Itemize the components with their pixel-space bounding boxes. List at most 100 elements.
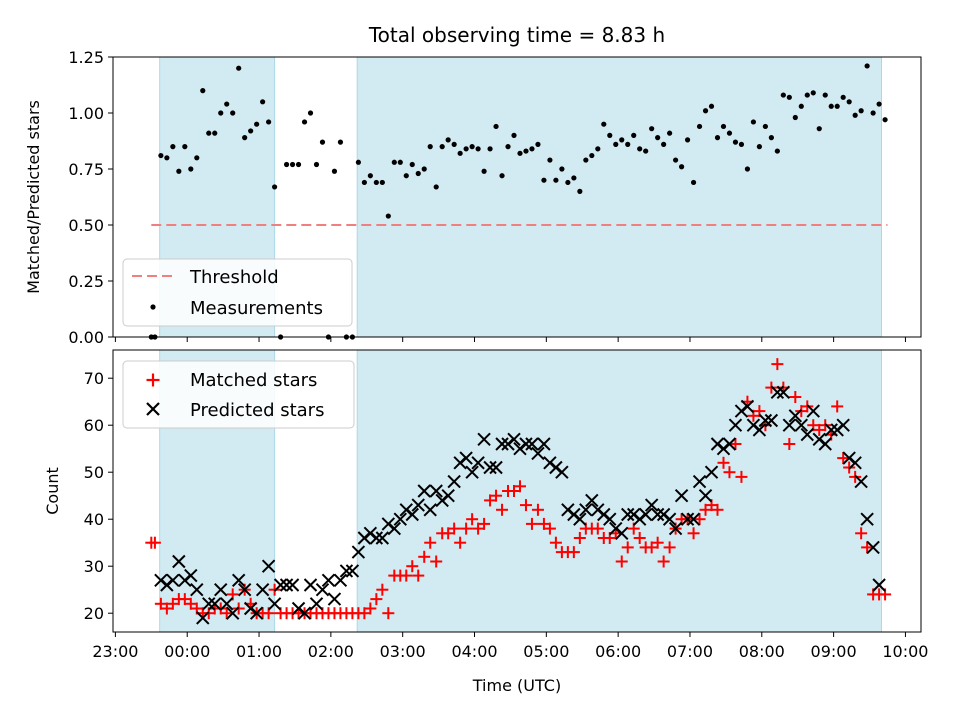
predicted-star-point-b <box>668 521 683 536</box>
x-tick-label: 23:00 <box>92 642 138 661</box>
measurement-point <box>840 94 846 100</box>
predicted-star-point-b <box>459 451 473 465</box>
measurement-point <box>559 166 565 172</box>
measurement-point <box>421 166 427 172</box>
measurement-point <box>547 157 553 163</box>
predicted-star-point-b <box>220 597 234 611</box>
measurement-point <box>254 121 260 127</box>
predicted-star-point <box>818 437 832 451</box>
predicted-star-point <box>202 597 216 611</box>
predicted-star-point <box>447 474 461 489</box>
measurement-point <box>798 103 804 109</box>
matched-star-point <box>663 541 676 554</box>
measurement-point <box>762 123 768 130</box>
measurement-point <box>439 144 445 150</box>
measurement-point <box>732 139 739 145</box>
predicted-star-point-b <box>333 573 348 588</box>
matched-star-point <box>412 569 425 582</box>
predicted-star-point-b <box>806 404 820 418</box>
predicted-star-point <box>411 498 425 512</box>
matched-star-point <box>382 607 395 620</box>
matched-star-point <box>621 541 634 554</box>
measurement-point <box>876 101 882 107</box>
predicted-star-point <box>441 488 455 503</box>
measurement-point <box>738 141 745 147</box>
predicted-star-point <box>728 418 743 432</box>
predicted-star-point <box>770 385 785 400</box>
predicted-star-point <box>255 582 270 597</box>
measurement-point <box>792 114 798 121</box>
predicted-star-point <box>345 564 360 578</box>
predicted-star-point <box>824 423 838 437</box>
matched-star-point <box>615 555 628 568</box>
predicted-star-point <box>417 484 431 498</box>
predicted-star-point <box>196 611 210 625</box>
measurement-point <box>194 155 200 161</box>
predicted-star-point-b <box>573 512 587 526</box>
predicted-star-point <box>650 507 665 522</box>
predicted-star-point <box>303 578 318 592</box>
predicted-star-point-b <box>704 465 719 479</box>
matched-star-point <box>519 499 532 512</box>
measurement-point <box>499 173 505 179</box>
predicted-star-point-b <box>644 498 659 512</box>
legend-matched-swatch <box>146 373 160 387</box>
measurement-point <box>565 179 571 186</box>
matched-star-point <box>855 527 868 540</box>
measurement-point <box>643 148 649 154</box>
predicted-star-point-b <box>369 531 384 545</box>
predicted-star-point <box>621 507 635 522</box>
predicted-star-point-b <box>854 474 868 489</box>
measurement-point <box>619 137 625 143</box>
ratio-y-ticks: 0.00 0.25 0.50 0.75 1.00 1.25 <box>68 48 113 347</box>
measurement-point <box>236 65 242 71</box>
measurement-point <box>403 173 409 179</box>
measurement-point <box>164 155 170 161</box>
measurement-point <box>541 177 547 183</box>
matched-star-point <box>466 513 479 526</box>
predicted-star-point <box>285 578 300 592</box>
predicted-star-point <box>279 578 294 592</box>
predicted-star-point <box>752 423 767 437</box>
measurement-points <box>148 63 888 340</box>
predicted-star-point-b <box>225 606 240 620</box>
measurement-point <box>637 146 643 152</box>
measurement-point <box>535 141 541 147</box>
predicted-star-point <box>333 573 348 588</box>
measurement-point <box>397 159 403 165</box>
measurement-point <box>822 92 828 98</box>
predicted-star-point-b <box>309 597 324 611</box>
predicted-star-point-b <box>471 456 485 470</box>
predicted-star-point <box>477 432 491 447</box>
predicted-star-point-b <box>555 465 569 479</box>
predicted-star-point-b <box>483 460 497 475</box>
predicted-star-point-b <box>740 399 755 414</box>
predicted-star-point-b <box>279 578 294 592</box>
predicted-star-point-b <box>190 582 204 597</box>
measurement-point <box>726 130 733 136</box>
x-tick-label: 05:00 <box>523 642 569 661</box>
measurement-point <box>367 173 373 179</box>
legend-predicted-label: Predicted stars <box>190 400 324 421</box>
x-tick-label: 03:00 <box>380 642 426 661</box>
predicted-star-point-b <box>848 456 862 470</box>
measurement-point <box>673 157 679 163</box>
count-x-ticks: 23:00 00:00 01:00 02:00 03:00 04:00 05:00 06:00… <box>92 632 928 661</box>
predicted-star-point <box>387 521 402 536</box>
predicted-star-point <box>525 437 539 451</box>
predicted-star-point-b <box>214 582 228 597</box>
measurement-point <box>313 161 320 168</box>
matched-star-point <box>735 470 748 483</box>
predicted-star-point <box>537 437 551 451</box>
predicted-star-point-b <box>303 578 318 592</box>
predicted-star-point <box>740 399 755 414</box>
count-panel: 20 30 40 50 60 70 23:00 00:00 01:00 02:00 03:00 04… <box>43 349 928 695</box>
predicted-star-point-b <box>770 385 785 400</box>
predicted-star-point-b <box>680 512 695 526</box>
predicted-star-point-b <box>776 385 791 400</box>
predicted-star-point-b <box>537 437 551 451</box>
measurement-point <box>260 99 266 105</box>
measurement-point <box>170 144 176 150</box>
predicted-star-point <box>495 437 509 451</box>
predicted-star-point-b <box>315 582 330 597</box>
